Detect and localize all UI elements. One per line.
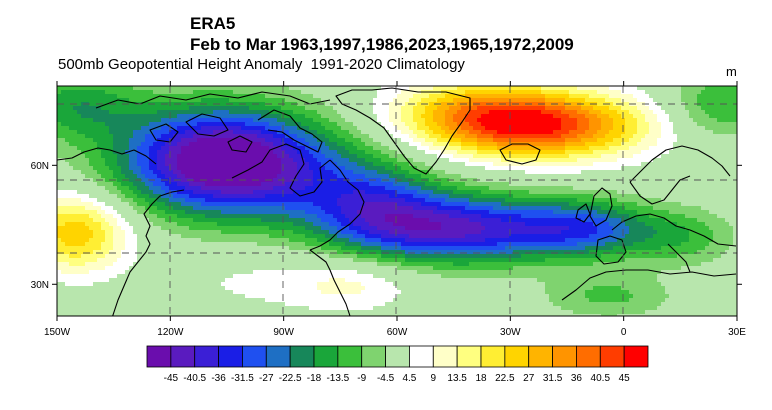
coast-archipelago-c [227,135,253,153]
colorbar-swatch [456,345,482,368]
colorbar-swatch [337,345,363,368]
colorbar-swatch [361,345,386,368]
colorbar-label: -40.5 [183,373,206,384]
colorbar-label: -36 [211,373,226,384]
colorbar-label: 18 [475,373,487,384]
colorbar-label: 40.5 [591,373,611,384]
colorbar-swatch [313,345,339,368]
lon-tick-label: 120W [157,327,184,338]
coast-hudson-bay [231,143,331,197]
coast-archipelago-a [185,113,229,137]
coast-scandinavia-south [629,175,691,205]
coast-scandinavia [629,145,731,183]
colorbar-label: -9 [357,373,366,384]
coast-greenland [335,87,471,175]
colorbar-label: 31.5 [543,373,563,384]
colorbar-swatch [432,345,458,368]
colorbar-swatch [242,345,267,368]
lon-tick-label: 150W [44,327,71,338]
anomaly-field [57,86,737,316]
coast-europe-west [611,213,737,247]
coast-iceland [499,143,541,165]
graticule [57,86,737,316]
colorbar-swatch [623,345,649,368]
title-period: Feb to Mar 1963,1997,1986,2023,1965,1972… [190,35,574,54]
colorbar-label: 13.5 [447,373,467,384]
colorbar-label: -4.5 [377,373,395,384]
coast-arctic-islands [95,91,331,109]
colorbar-swatch [289,345,315,368]
colorbar-label: 4.5 [402,373,416,384]
coast-north-africa [561,269,737,301]
lon-tick-label: 30W [500,327,521,338]
colorbar-label: 36 [571,373,583,384]
coast-north-america-west [112,189,185,316]
colorbar-swatch [552,345,577,368]
colorbar-swatch [480,345,506,368]
coastlines [57,87,737,316]
coast-iberia [595,235,627,265]
colorbar-label: -13.5 [326,373,349,384]
unit-label: m [726,64,737,79]
colorbar: -45 -40.5 -36 -31.5 -27 -22.5 -18 -13.5 -9 -4.5 4.… [146,345,649,384]
colorbar-label: -27 [259,373,274,384]
coast-ireland [575,203,591,223]
title-dataset: ERA5 [190,14,236,33]
coast-british-isles [589,187,613,227]
colorbar-swatch [409,345,434,368]
colorbar-swatch [265,345,291,368]
colorbar-label: -31.5 [231,373,254,384]
colorbar-swatch [528,345,553,368]
lat-tick-label: 60N [31,161,49,172]
lon-tick-label: 0 [621,327,627,338]
lon-tick-label: 30E [728,327,746,338]
lat-tick-label: 30N [31,280,49,291]
coast-labrador [309,159,365,251]
coast-alaska-south [57,147,157,165]
colorbar-label: 9 [431,373,437,384]
colorbar-swatch [599,345,625,368]
title-variable: 500mb Geopotential Height Anomaly 1991-2… [58,56,465,73]
coast-archipelago-b [149,123,179,143]
colorbar-swatch [576,345,601,368]
colorbar-swatch [170,345,196,368]
colorbar-swatch [218,345,243,368]
lon-tick-label: 90W [273,327,294,338]
colorbar-label: 45 [619,373,631,384]
coast-us-east [309,249,351,316]
colorbar-swatch [504,345,530,368]
colorbar-label: -22.5 [279,373,302,384]
coast-italy [667,243,691,273]
lon-tick-label: 60W [387,327,408,338]
colorbar-swatch [385,345,410,368]
colorbar-label: 27 [523,373,535,384]
colorbar-swatch [146,345,172,368]
colorbar-label: 22.5 [495,373,515,384]
colorbar-swatch [194,345,219,368]
colorbar-label: -45 [164,373,179,384]
axis-ticks: 150W 120W 90W 60W 30W 0 30E 30N 60N [31,81,746,338]
colorbar-label: -18 [307,373,322,384]
coast-baffin [257,109,323,153]
